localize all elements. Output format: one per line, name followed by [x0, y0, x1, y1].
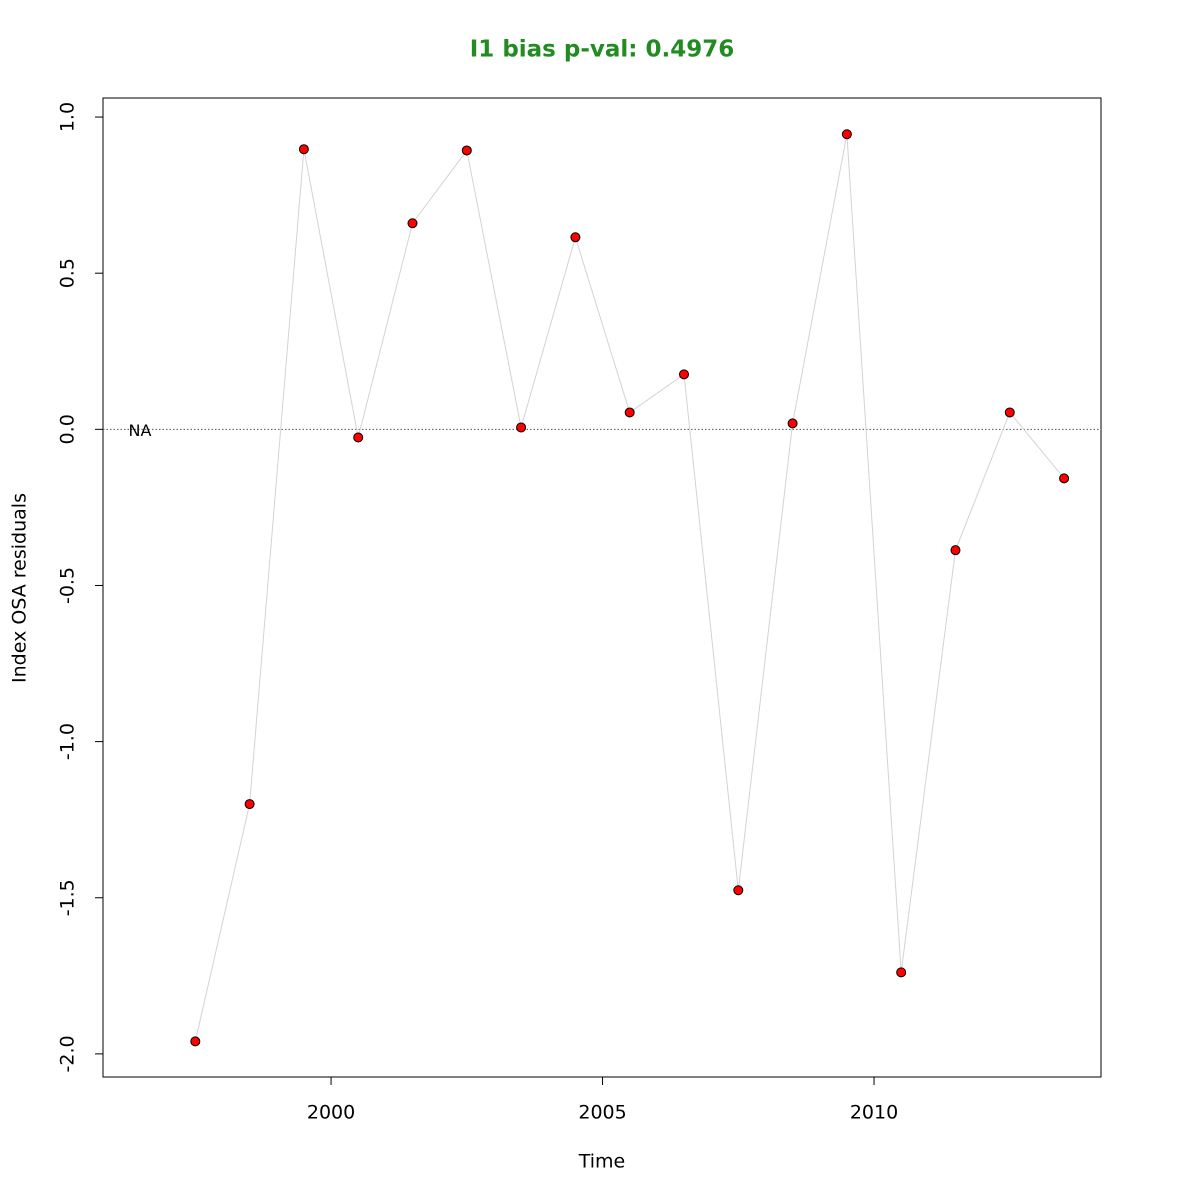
y-tick-label: 0.5 — [57, 258, 79, 288]
y-tick-label: -1.0 — [57, 723, 79, 760]
chart-title: I1 bias p-val: 0.4976 — [470, 37, 735, 63]
plot-frame — [102, 97, 1102, 1078]
data-point — [190, 1036, 201, 1047]
data-point — [516, 422, 527, 433]
data-point — [461, 145, 472, 156]
annotation: NA — [129, 421, 152, 440]
y-tick-label: 0.0 — [57, 414, 79, 444]
y-tick-label: -1.5 — [57, 879, 79, 916]
x-tick-label: 2005 — [578, 1102, 626, 1124]
y-tick-label: -2.0 — [57, 1035, 79, 1072]
data-point — [896, 967, 907, 978]
data-point — [950, 545, 961, 556]
y-axis-label: Index OSA residuals — [9, 493, 31, 683]
data-point — [407, 218, 418, 229]
y-tick-label: 1.0 — [57, 102, 79, 132]
data-point — [787, 418, 798, 429]
y-tick-label: -0.5 — [57, 567, 79, 604]
data-point — [678, 369, 689, 380]
data-point — [1004, 407, 1015, 418]
data-point — [244, 799, 255, 810]
data-point — [733, 885, 744, 896]
data-point — [353, 432, 364, 443]
data-point — [298, 144, 309, 155]
x-axis-label: Time — [578, 1151, 626, 1173]
data-point — [624, 407, 635, 418]
series-line — [194, 134, 1065, 1042]
x-tick-label: 2010 — [850, 1102, 898, 1124]
data-point — [1059, 473, 1070, 484]
data-point — [841, 129, 852, 140]
x-tick-label: 2000 — [307, 1102, 355, 1124]
data-point — [570, 232, 581, 243]
